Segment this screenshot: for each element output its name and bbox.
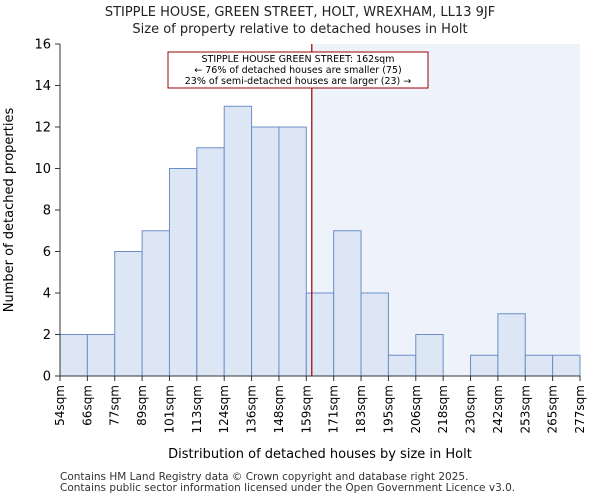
bar-101sqm — [168, 168, 198, 377]
bar-265sqm — [552, 354, 581, 377]
y-tick-label-16: 16 — [34, 38, 51, 53]
footer-line-1: Contains HM Land Registry data © Crown c… — [60, 471, 469, 483]
footer-line-2: Contains public sector information licen… — [60, 482, 516, 494]
y-tick-label-12: 12 — [34, 121, 51, 136]
y-tick-label-14: 14 — [34, 79, 51, 94]
annotation-line-2: ← 76% of detached houses are smaller (75… — [194, 65, 401, 76]
bar-242sqm — [497, 313, 526, 377]
y-axis-label: Number of detached properties — [2, 108, 17, 313]
bar-195sqm — [387, 354, 417, 377]
footer-attribution: Contains HM Land Registry data © Crown c… — [60, 472, 515, 494]
histogram-chart: 0 2 4 6 8 10 12 14 16 54sqm 66sqm 77sqm 89sqm 101sqm… — [2, 38, 587, 463]
bar-66sqm — [86, 334, 116, 377]
x-tick-label-89sqm: 89sqm — [135, 385, 149, 426]
x-tick-label-148sqm: 148sqm — [272, 385, 286, 433]
y-tick-label-6: 6 — [43, 245, 51, 260]
bar-230sqm — [470, 354, 499, 377]
x-tick-label-183sqm: 183sqm — [354, 385, 368, 433]
bar-253sqm — [524, 354, 554, 377]
y-tick-label-2: 2 — [43, 328, 51, 343]
x-tick-label-230sqm: 230sqm — [464, 385, 478, 433]
y-axis: 0 2 4 6 8 10 12 14 16 — [34, 38, 61, 385]
bar-206sqm — [415, 334, 444, 377]
x-axis: 54sqm 66sqm 77sqm 89sqm 101sqm 113sqm 124sqm 13… — [53, 375, 587, 433]
x-tick-label-277sqm: 277sqm — [573, 385, 587, 433]
title-line-1: STIPPLE HOUSE, GREEN STREET, HOLT, WREXH… — [104, 5, 496, 20]
x-tick-label-206sqm: 206sqm — [409, 385, 423, 433]
y-tick-label-8: 8 — [43, 204, 51, 219]
bar-54sqm — [59, 334, 88, 377]
title-line-2: Size of property relative to detached ho… — [132, 22, 468, 37]
x-tick-label-253sqm: 253sqm — [518, 385, 532, 433]
bar-124sqm — [223, 105, 253, 377]
x-tick-label-77sqm: 77sqm — [108, 385, 122, 426]
x-tick-label-159sqm: 159sqm — [299, 385, 313, 433]
x-tick-label-113sqm: 113sqm — [190, 385, 204, 433]
x-tick-label-101sqm: 101sqm — [162, 385, 176, 433]
y-tick-label-0: 0 — [43, 370, 51, 385]
bar-159sqm — [305, 292, 335, 377]
x-tick-label-66sqm: 66sqm — [80, 385, 94, 426]
y-tick-label-10: 10 — [34, 162, 51, 177]
bar-89sqm — [141, 230, 170, 377]
x-tick-label-242sqm: 242sqm — [491, 385, 505, 433]
x-tick-label-195sqm: 195sqm — [381, 385, 395, 433]
bar-183sqm — [360, 292, 389, 377]
x-tick-label-54sqm: 54sqm — [53, 385, 67, 426]
x-tick-label-124sqm: 124sqm — [217, 385, 231, 433]
x-tick-label-136sqm: 136sqm — [245, 385, 259, 433]
x-tick-label-265sqm: 265sqm — [546, 385, 560, 433]
x-tick-label-218sqm: 218sqm — [436, 385, 450, 433]
bar-148sqm — [278, 126, 307, 377]
bar-171sqm — [333, 230, 362, 377]
annotation-line-3: 23% of semi-detached houses are larger (… — [185, 76, 412, 87]
x-axis-label: Distribution of detached houses by size … — [168, 447, 472, 462]
bar-77sqm — [114, 251, 143, 377]
bars-group — [59, 105, 581, 377]
chart-title: STIPPLE HOUSE, GREEN STREET, HOLT, WREXH… — [0, 4, 600, 38]
bar-113sqm — [196, 147, 225, 377]
annotation-line-1: STIPPLE HOUSE GREEN STREET: 162sqm — [202, 54, 395, 65]
annotation-box — [167, 51, 429, 89]
y-tick-label-4: 4 — [43, 287, 51, 302]
bar-136sqm — [251, 126, 280, 377]
x-tick-label-171sqm: 171sqm — [327, 385, 341, 433]
